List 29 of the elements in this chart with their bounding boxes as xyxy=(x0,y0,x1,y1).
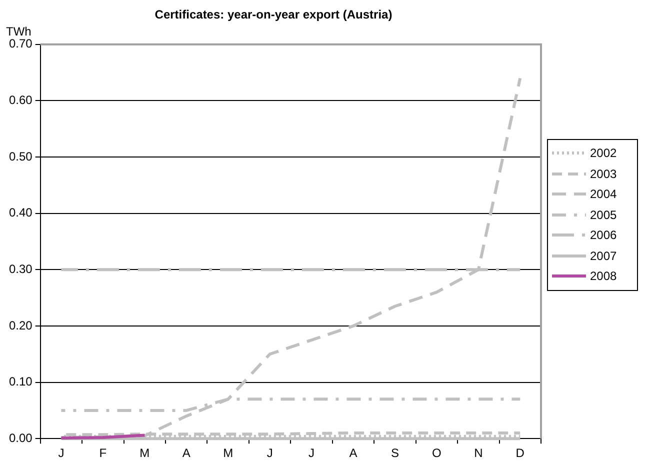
x-tick-label: M xyxy=(140,446,150,460)
x-tick-label: M xyxy=(223,446,234,460)
y-tick-label: 0.70 xyxy=(8,36,33,51)
legend-label: 2006 xyxy=(590,228,617,242)
x-tick-label: J xyxy=(308,446,315,460)
x-tick-label: D xyxy=(516,446,525,460)
legend-label: 2007 xyxy=(590,248,617,263)
x-tick-label: O xyxy=(432,446,442,460)
y-tick-label: 0.00 xyxy=(8,430,33,445)
y-tick-label: 0.40 xyxy=(8,206,33,220)
y-tick-label: 0.50 xyxy=(8,149,33,164)
x-tick-label: J xyxy=(58,446,64,460)
y-tick-label: 0.30 xyxy=(8,262,33,276)
x-tick-label: S xyxy=(390,446,399,460)
legend-label: 2004 xyxy=(590,187,617,202)
x-tick-label: A xyxy=(182,446,190,460)
y-axis-title: TWh xyxy=(6,24,32,39)
y-tick-label: 0.10 xyxy=(8,374,33,389)
x-tick-label: N xyxy=(474,446,483,460)
chart-title: Certificates: year-on-year export (Austria) xyxy=(154,8,392,22)
legend-label: 2005 xyxy=(590,208,617,222)
y-tick-label: 0.20 xyxy=(8,318,33,332)
legend-label: 2003 xyxy=(590,166,617,181)
legend-label: 2008 xyxy=(590,269,617,284)
legend-label: 2002 xyxy=(590,146,617,160)
y-tick-label: 0.60 xyxy=(8,93,33,108)
x-tick-label: A xyxy=(349,446,358,460)
x-tick-label: F xyxy=(99,446,107,460)
x-tick-label: J xyxy=(266,446,273,460)
